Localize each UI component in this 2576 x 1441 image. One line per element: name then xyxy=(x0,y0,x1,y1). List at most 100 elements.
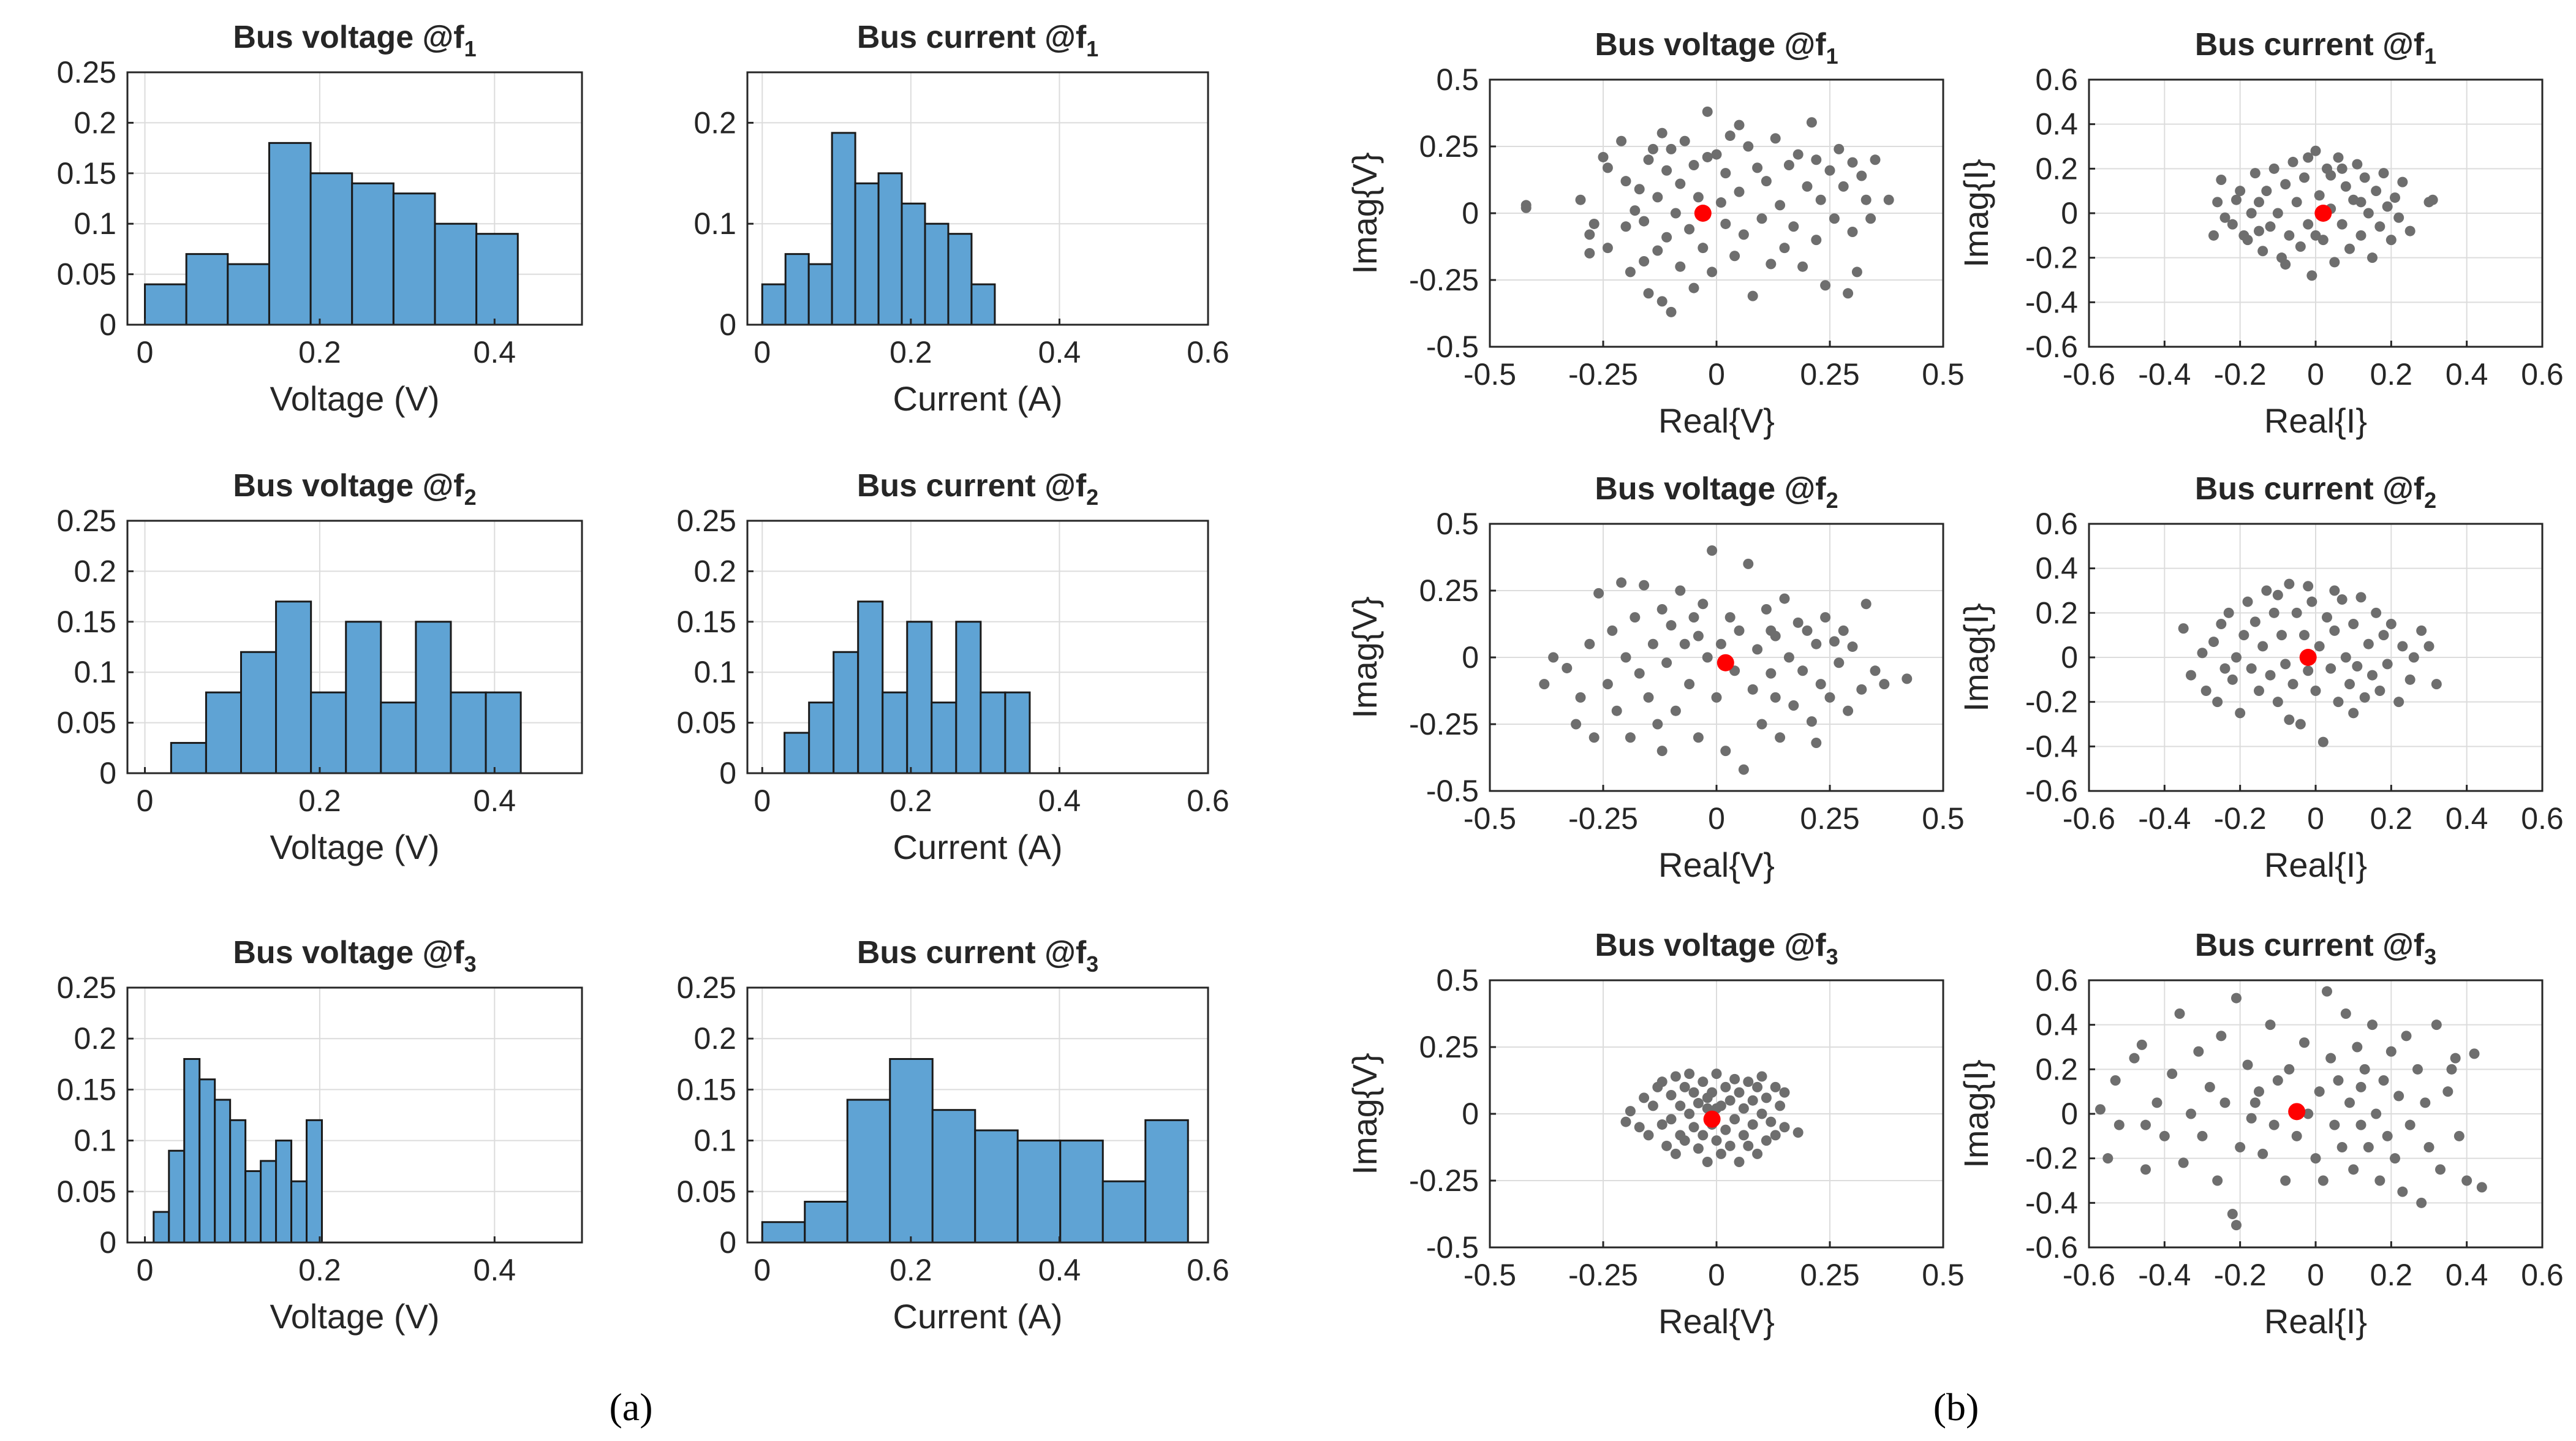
scatter-point xyxy=(2404,674,2415,685)
y-axis-label: Imag{V} xyxy=(1345,152,1384,274)
scatter-point xyxy=(2102,1153,2113,1164)
scatter-point xyxy=(2382,1130,2393,1141)
y-tick-label: 0.5 xyxy=(1436,963,1479,997)
y-tick-label: 0.5 xyxy=(1436,507,1479,541)
scatter-point xyxy=(2280,259,2291,270)
y-tick-label: 0.1 xyxy=(74,655,116,689)
scatter-point xyxy=(2355,1081,2366,1092)
scatter-point xyxy=(1860,194,1872,205)
scatter-point xyxy=(2359,1064,2370,1075)
scatter-point xyxy=(2284,578,2295,589)
scatter-point xyxy=(1639,1092,1650,1103)
scatter-point xyxy=(1607,625,1618,636)
x-axis-label: Current (A) xyxy=(893,828,1063,866)
scatter-point xyxy=(2303,665,2314,676)
scatter-point xyxy=(2265,221,2276,232)
scatter-point xyxy=(1834,657,1845,668)
y-tick-label: 0.05 xyxy=(57,1174,116,1209)
scatter-point xyxy=(1643,288,1654,299)
scatter-point xyxy=(2265,670,2276,681)
scatter-point xyxy=(2340,652,2351,663)
scatter-point xyxy=(1702,1092,1713,1103)
scatter-point xyxy=(1797,261,1808,272)
scatter-point xyxy=(1675,178,1686,189)
scatter-point xyxy=(2401,1031,2412,1042)
scatter-point xyxy=(2186,670,2196,681)
x-tick-label: 0.5 xyxy=(1922,801,1965,836)
chart-s22: Bus current @f2 -0.6 -0.4 -0.2 0 0.2 0.4 0.6 -0.… xyxy=(1957,471,2564,884)
scatter-point xyxy=(2197,648,2208,659)
x-tick-label: 0.4 xyxy=(474,784,516,818)
scatter-point xyxy=(1602,679,1613,690)
scatter-point xyxy=(2367,1019,2378,1031)
x-axis-label: Voltage (V) xyxy=(270,828,439,866)
x-axis-label: Real{V} xyxy=(1658,845,1775,884)
scatter-point xyxy=(1720,168,1731,179)
scatter-point xyxy=(1656,746,1668,757)
y-tick-label: 0 xyxy=(2061,1097,2078,1131)
scatter-point xyxy=(2382,659,2393,670)
scatter-point xyxy=(1656,604,1668,615)
scatter-point xyxy=(1562,662,1573,673)
scatter-point xyxy=(1766,1116,1777,1127)
y-tick-label: -0.4 xyxy=(2025,729,2078,763)
scatter-point xyxy=(1720,1081,1731,1092)
x-tick-label: 0 xyxy=(137,784,154,818)
scatter-point xyxy=(1620,176,1631,187)
scatter-point xyxy=(1688,282,1699,293)
y-tick-label: 0 xyxy=(99,308,116,342)
y-tick-label: -0.6 xyxy=(2025,1230,2078,1265)
scatter-point xyxy=(2254,197,2264,208)
scatter-point xyxy=(2348,619,2359,629)
y-tick-label: -0.25 xyxy=(1409,1163,1479,1198)
x-tick-label: -0.4 xyxy=(2138,1258,2191,1292)
x-tick-label: 0.4 xyxy=(474,335,516,369)
scatter-point xyxy=(2254,225,2264,236)
scatter-point xyxy=(2306,270,2317,281)
scatter-point xyxy=(2212,1175,2223,1186)
scatter-point xyxy=(1879,679,1890,690)
scatter-point xyxy=(2393,697,2404,708)
scatter-point xyxy=(1820,612,1831,623)
scatter-point xyxy=(1661,165,1672,176)
scatter-point xyxy=(1847,641,1858,652)
scatter-point xyxy=(2333,1075,2344,1086)
title-subscript: 1 xyxy=(1086,36,1098,61)
scatter-point xyxy=(1770,133,1781,144)
x-tick-label: 0 xyxy=(2307,357,2324,391)
scatter-point xyxy=(1779,1087,1790,1098)
scatter-point xyxy=(2340,1008,2351,1019)
scatter-point xyxy=(2344,243,2355,254)
scatter-point xyxy=(1865,213,1876,224)
histogram-bar xyxy=(761,283,787,326)
y-tick-label: 0.1 xyxy=(693,206,736,241)
histogram-bar xyxy=(244,1170,262,1244)
histogram-bar xyxy=(807,263,833,326)
histogram-bar xyxy=(306,1119,323,1244)
y-tick-label: 0.25 xyxy=(1419,1030,1479,1064)
scatter-point xyxy=(2287,679,2298,690)
x-tick-label: 0.2 xyxy=(890,784,932,818)
scatter-point xyxy=(1679,1135,1690,1146)
scatter-point xyxy=(2178,623,2189,634)
chart-title: Bus current @f1 xyxy=(857,20,1098,61)
scatter-point xyxy=(2420,1097,2431,1108)
histogram-bar xyxy=(761,1221,806,1244)
scatter-point xyxy=(1824,692,1835,703)
x-tick-label: 0 xyxy=(754,335,771,369)
scatter-point xyxy=(2374,686,2385,696)
scatter-point xyxy=(2295,719,2306,730)
scatter-point xyxy=(2193,1046,2204,1057)
scatter-point xyxy=(2393,212,2404,223)
scatter-point xyxy=(1715,197,1726,208)
x-axis-label: Real{I} xyxy=(2264,845,2367,884)
scatter-point xyxy=(2371,186,2382,197)
y-tick-label: 0.15 xyxy=(677,1072,736,1106)
scatter-point xyxy=(1720,218,1731,229)
scatter-point xyxy=(1766,668,1777,679)
scatter-point xyxy=(1743,1076,1754,1087)
scatter-point xyxy=(1661,657,1672,668)
scatter-point xyxy=(2303,152,2314,163)
scatter-point xyxy=(2329,625,2340,636)
scatter-point xyxy=(1688,612,1699,623)
